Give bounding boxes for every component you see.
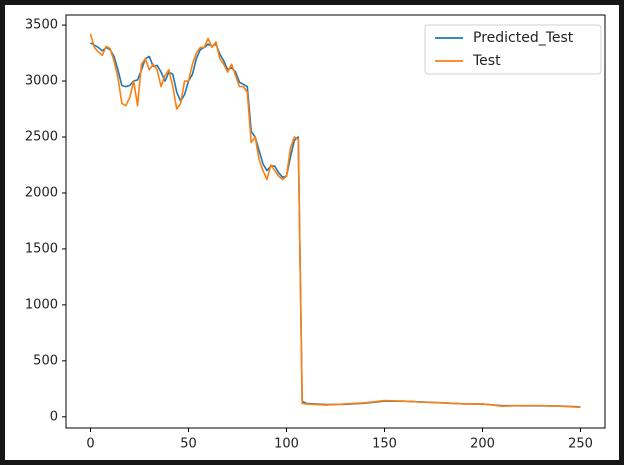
y-tick-label: 1000 [25, 297, 58, 312]
y-tick-label: 2000 [25, 185, 58, 200]
x-tick-label: 150 [372, 437, 397, 452]
legend-label: Predicted_Test [473, 30, 574, 46]
y-tick-label: 2500 [25, 129, 58, 144]
legend-box [424, 24, 602, 75]
y-tick-label: 500 [33, 353, 58, 368]
plot-frame [65, 14, 606, 429]
x-tick-label: 50 [180, 437, 197, 452]
x-tick-label: 100 [274, 437, 299, 452]
y-tick-label: 0 [50, 409, 58, 424]
y-tick-label: 3000 [25, 74, 58, 89]
y-tick-label: 3500 [25, 18, 58, 33]
series-line [89, 33, 581, 409]
x-tick-label: 250 [568, 437, 593, 452]
y-tick-label: 1500 [25, 241, 58, 256]
x-tick-label: 0 [86, 437, 94, 452]
legend-label: Test [472, 53, 501, 69]
x-tick-label: 200 [470, 437, 495, 452]
figure-background [5, 5, 619, 460]
